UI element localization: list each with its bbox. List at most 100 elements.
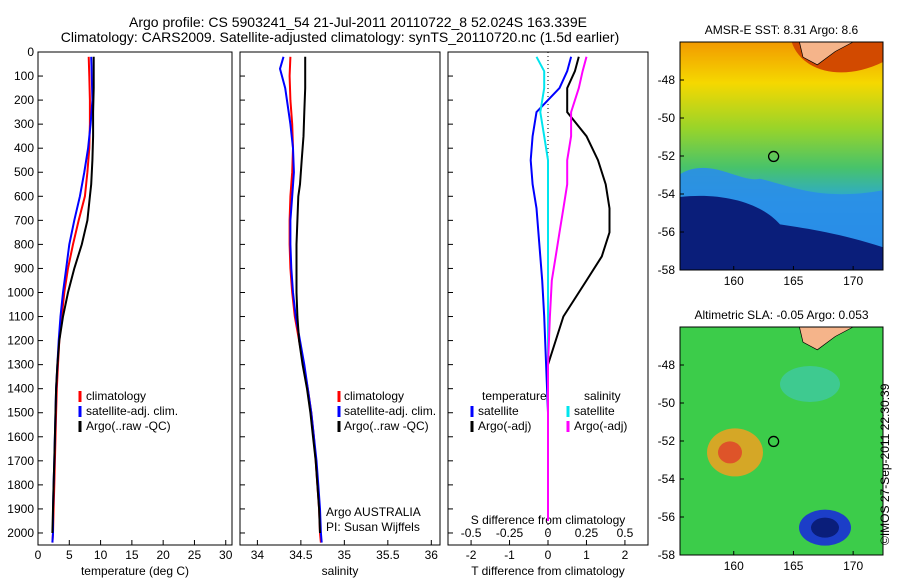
salinity-x-tick-label: 35 — [338, 548, 352, 562]
temperature-x-tick-label: 20 — [156, 548, 170, 562]
sla-map-field — [707, 326, 854, 546]
sst-map-lon-label: 165 — [783, 274, 803, 288]
difference-s-tick-label: -0.5 — [461, 526, 482, 540]
temperature-x-tick-label: 30 — [219, 548, 233, 562]
salinity-x-tick-label: 36 — [425, 548, 439, 562]
depth-tick-label: 0 — [27, 45, 34, 59]
temperature-legend-label: Argo(..raw -QC) — [86, 419, 171, 433]
temperature-series-argo — [51, 56, 95, 534]
sst-map-lat-label: -50 — [658, 111, 676, 125]
depth-tick-label: 100 — [14, 69, 34, 83]
temperature-x-tick-label: 25 — [188, 548, 202, 562]
salinity-x-tick-label: 34 — [251, 548, 265, 562]
depth-tick-label: 1400 — [7, 382, 34, 396]
sla-map-lon-label: 165 — [783, 559, 803, 573]
sla-map-title: Altimetric SLA: -0.05 Argo: 0.053 — [694, 308, 868, 322]
salinity-legend-label: Argo(..raw -QC) — [344, 419, 429, 433]
sla-map-lat-label: -58 — [658, 548, 676, 562]
difference-t-tick-label: 2 — [622, 548, 629, 562]
difference-legend-title: salinity — [584, 389, 621, 403]
depth-tick-label: 800 — [14, 237, 34, 251]
temperature-plot-frame — [37, 51, 233, 546]
sla-map-lat-label: -56 — [658, 510, 676, 524]
depth-tick-label: 900 — [14, 261, 34, 275]
temperature-x-axis-label: temperature (deg C) — [81, 564, 189, 578]
depth-tick-label: 1900 — [7, 502, 34, 516]
depth-tick-label: 1100 — [8, 310, 34, 324]
sst-map-lat-label: -48 — [658, 73, 676, 87]
sst-map-lat-label: -52 — [658, 149, 676, 163]
sla-map-lat-label: -52 — [658, 434, 676, 448]
sst-map-lat-label: -54 — [658, 187, 676, 201]
sla-map-lon-label: 170 — [843, 559, 863, 573]
depth-tick-label: 1600 — [7, 430, 34, 444]
difference-s-tick-label: 0 — [545, 526, 552, 540]
difference-s-tick-label: -0.25 — [496, 526, 524, 540]
difference-legend-label: Argo(-adj) — [478, 419, 531, 433]
sla-map-lat-label: -50 — [658, 396, 676, 410]
depth-tick-label: 1700 — [7, 454, 34, 468]
sla-map-lat-label: -48 — [658, 358, 676, 372]
figure-title-line-1: Argo profile: CS 5903241_54 21-Jul-2011 … — [129, 14, 587, 30]
depth-tick-label: 2000 — [7, 526, 34, 540]
depth-tick-label: 700 — [14, 213, 34, 227]
depth-tick-label: 1300 — [7, 358, 34, 372]
difference-t-tick-label: -2 — [466, 548, 477, 562]
argo-agency-label: Argo AUSTRALIA — [326, 505, 421, 519]
sst-map-lat-label: -56 — [658, 225, 676, 239]
sst-map-lat-label: -58 — [658, 263, 676, 277]
imos-timestamp: ©IMOS 27-Sep-2011 22:30:39 — [878, 383, 892, 545]
difference-legend-label: satellite — [574, 404, 615, 418]
sla-mid-anomaly — [780, 366, 840, 402]
sst-map-lon-label: 160 — [724, 274, 744, 288]
argo-pi-label: PI: Susan Wijffels — [326, 520, 420, 534]
sst-map-float-marker — [767, 150, 780, 163]
depth-tick-label: 1800 — [7, 478, 34, 492]
difference-s-tick-label: 0.25 — [575, 526, 599, 540]
temperature-x-tick-label: 5 — [66, 548, 73, 562]
depth-tick-label: 1200 — [7, 334, 34, 348]
salinity-x-tick-label: 35.5 — [376, 548, 400, 562]
temperature-x-tick-label: 10 — [94, 548, 108, 562]
salinity-series-argo — [295, 56, 321, 534]
salinity-plot-frame — [239, 51, 441, 546]
depth-tick-label: 300 — [14, 117, 34, 131]
temperature-series-satellite — [51, 56, 94, 543]
sla-deep-low-anomaly — [811, 517, 839, 538]
temperature-legend-label: climatology — [86, 389, 146, 403]
temperature-legend-label: satellite-adj. clim. — [86, 404, 178, 418]
depth-tick-label: 200 — [14, 93, 34, 107]
sla-map-lat-label: -54 — [658, 472, 676, 486]
difference-series-s-argo — [547, 56, 588, 521]
sst-map-lon-label: 170 — [843, 274, 863, 288]
sst-map-title: AMSR-E SST: 8.31 Argo: 8.6 — [705, 23, 859, 37]
difference-t-axis-label: T difference from climatology — [471, 564, 625, 578]
depth-tick-label: 1500 — [7, 406, 34, 420]
temperature-series-climatology — [51, 56, 91, 543]
figure-title-line-2: Climatology: CARS2009. Satellite-adjuste… — [61, 29, 619, 45]
difference-legend-label: Argo(-adj) — [574, 419, 627, 433]
temperature-x-tick-label: 15 — [125, 548, 139, 562]
salinity-legend-label: satellite-adj. clim. — [344, 404, 436, 418]
depth-tick-label: 1000 — [7, 285, 34, 299]
salinity-x-axis-label: salinity — [322, 564, 359, 578]
difference-t-tick-label: -1 — [504, 548, 515, 562]
depth-tick-label: 600 — [14, 189, 34, 203]
depth-tick-label: 500 — [14, 165, 34, 179]
temperature-x-tick-label: 0 — [35, 548, 42, 562]
salinity-legend-label: climatology — [344, 389, 404, 403]
difference-t-tick-label: 0 — [545, 548, 552, 562]
sst-coldest-water — [680, 195, 883, 270]
difference-series-t-argo — [547, 56, 611, 521]
salinity-x-tick-label: 34.5 — [289, 548, 313, 562]
difference-legend-label: satellite — [478, 404, 519, 418]
sla-peak-anomaly — [718, 441, 742, 464]
difference-t-tick-label: 1 — [583, 548, 590, 562]
depth-tick-label: 400 — [14, 141, 34, 155]
sla-map-float-marker — [767, 435, 780, 448]
sla-map-lon-label: 160 — [724, 559, 744, 573]
difference-legend-title: temperature — [482, 389, 547, 403]
difference-s-tick-label: 0.5 — [617, 526, 634, 540]
